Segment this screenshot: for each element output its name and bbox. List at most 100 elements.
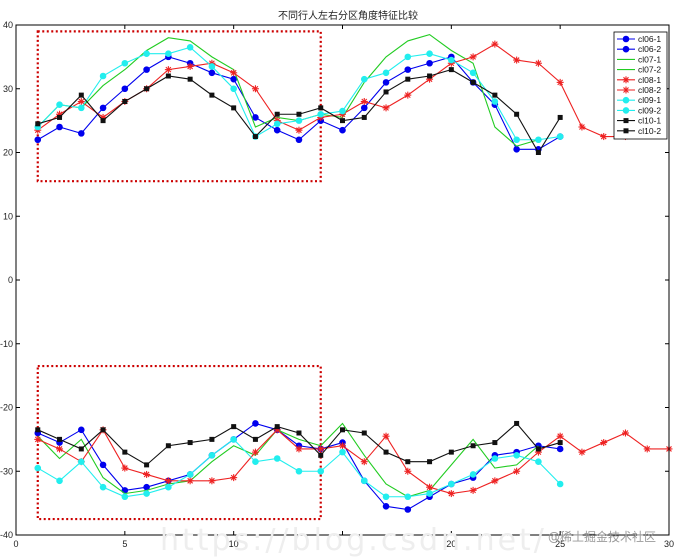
data-point xyxy=(251,448,259,456)
x-tick-label: 30 xyxy=(664,539,674,549)
data-point xyxy=(143,66,150,73)
data-point xyxy=(404,91,412,99)
legend-swatch-marker xyxy=(622,45,630,53)
chart-title: 不同行人左右分区角度特征比较 xyxy=(278,9,418,22)
data-point xyxy=(469,69,477,77)
data-point xyxy=(556,432,564,440)
data-point xyxy=(209,92,215,98)
data-point xyxy=(491,40,499,48)
data-point xyxy=(339,448,346,456)
data-point xyxy=(405,459,411,465)
data-point xyxy=(296,111,302,117)
data-point xyxy=(600,133,608,141)
data-point xyxy=(56,477,63,485)
data-point xyxy=(208,63,216,70)
legend-label: cl06-2 xyxy=(638,44,661,54)
data-point xyxy=(491,477,499,485)
data-point xyxy=(383,449,389,455)
data-point xyxy=(295,136,303,144)
data-point xyxy=(164,66,172,74)
data-point xyxy=(252,114,259,121)
data-point xyxy=(252,134,258,140)
data-point xyxy=(295,126,303,134)
data-point xyxy=(273,120,281,128)
data-point xyxy=(122,99,128,104)
y-tick-label: -20 xyxy=(0,403,13,413)
data-point xyxy=(35,427,41,433)
legend-entry: cl07-2 xyxy=(617,65,661,75)
legend-swatch-marker xyxy=(622,107,630,114)
data-point xyxy=(514,420,520,426)
data-point xyxy=(318,105,324,111)
data-point xyxy=(230,69,238,77)
data-point xyxy=(122,449,128,455)
legend-label: cl08-2 xyxy=(638,85,661,95)
y-tick-label: 0 xyxy=(8,275,13,285)
legend-entry: cl10-2 xyxy=(617,126,661,136)
legend-entry: cl09-1 xyxy=(617,95,661,105)
data-point xyxy=(382,104,390,112)
legend-swatch-marker xyxy=(622,96,630,104)
data-point xyxy=(121,464,129,472)
data-point xyxy=(35,121,41,127)
data-point xyxy=(556,133,564,140)
data-point xyxy=(165,443,171,449)
x-tick-label: 25 xyxy=(555,539,565,549)
data-point xyxy=(513,136,520,144)
data-point xyxy=(231,105,237,111)
data-point xyxy=(57,114,63,120)
legend-entry: cl10-1 xyxy=(617,116,661,126)
legend-label: cl10-1 xyxy=(638,116,661,126)
series-line-cl07-2 xyxy=(37,422,539,498)
data-point xyxy=(78,104,85,112)
data-point xyxy=(187,440,193,446)
legend-swatch-marker xyxy=(622,35,630,43)
data-point xyxy=(78,446,84,452)
legend-entry: cl08-1 xyxy=(617,75,661,85)
data-point xyxy=(252,420,259,427)
data-point xyxy=(469,53,477,61)
data-point xyxy=(491,455,499,462)
data-point xyxy=(143,490,150,497)
data-point xyxy=(164,477,172,485)
data-point xyxy=(78,458,85,465)
data-point xyxy=(78,130,85,137)
data-point xyxy=(78,92,84,98)
data-point xyxy=(143,483,150,491)
legend-entry: cl06-2 xyxy=(617,44,661,54)
data-point xyxy=(295,117,303,124)
y-tick-label: -30 xyxy=(0,466,13,476)
data-point xyxy=(144,86,150,92)
data-point xyxy=(100,427,106,433)
data-point xyxy=(448,56,455,64)
data-point xyxy=(491,98,499,105)
y-tick-label: 40 xyxy=(3,20,13,30)
data-point xyxy=(251,85,259,93)
site-watermark: @稀土掘金技术社区 xyxy=(548,529,656,544)
data-point xyxy=(56,123,63,131)
data-point xyxy=(296,430,302,436)
url-watermark: https://blog.csdn.net/ xyxy=(160,523,547,558)
data-point xyxy=(317,110,325,118)
data-point xyxy=(186,477,194,485)
data-point xyxy=(361,114,367,120)
data-point xyxy=(340,427,345,433)
data-point xyxy=(556,78,564,86)
data-point xyxy=(186,471,194,478)
legend-label: cl10-2 xyxy=(638,126,661,136)
data-point xyxy=(426,483,434,491)
data-point xyxy=(404,66,412,73)
data-point xyxy=(404,467,412,475)
series-line-cl06-2 xyxy=(37,422,561,511)
data-point xyxy=(447,490,455,498)
data-point xyxy=(643,445,651,453)
data-point xyxy=(230,474,238,482)
data-point xyxy=(34,464,42,472)
data-point xyxy=(448,67,454,73)
x-tick-label: 5 xyxy=(122,539,127,549)
data-point xyxy=(273,455,281,462)
legend-label: cl07-1 xyxy=(638,54,661,64)
y-tick-label: -10 xyxy=(0,339,13,349)
legend-swatch-marker xyxy=(623,118,629,124)
